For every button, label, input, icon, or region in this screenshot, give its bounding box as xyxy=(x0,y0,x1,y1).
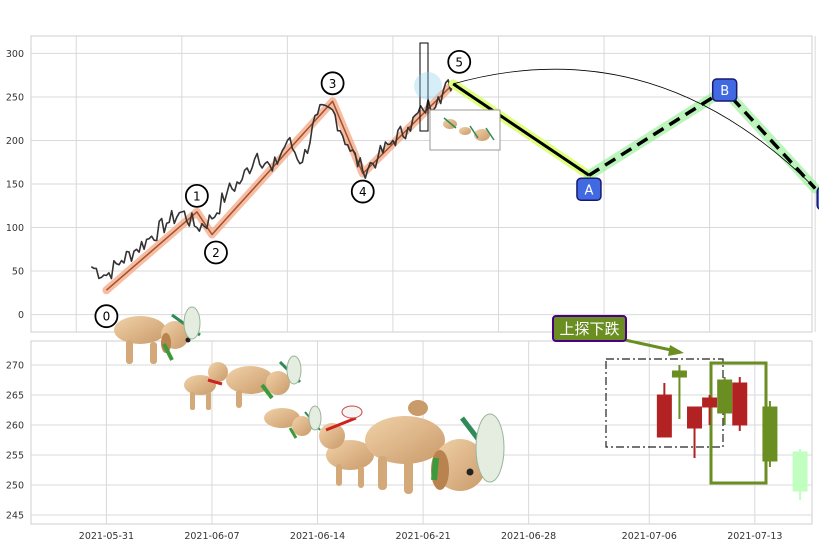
x-tick-label: 2021-06-28 xyxy=(501,531,556,542)
bottom-y-tick-label: 265 xyxy=(6,391,24,402)
bottom-panel-content: 上探下跌 xyxy=(114,306,808,500)
inset-thumbnail xyxy=(429,109,501,151)
top-y-tick-label: 150 xyxy=(6,180,24,191)
annotation-label: 上探下跌 xyxy=(552,315,627,342)
wave-point-label: 0 xyxy=(103,310,111,324)
top-y-tick-label: 100 xyxy=(6,223,24,234)
top-y-tick-label: 200 xyxy=(6,136,24,147)
wave-point-marker xyxy=(204,240,228,265)
bottom-panel-y-ticks: 245 250 255 260 265 270 xyxy=(6,361,24,522)
decorative-dog-illustrations xyxy=(114,306,505,494)
wave-point-label: 2 xyxy=(212,246,220,260)
vertical-bar-indicator xyxy=(419,42,429,132)
correction-line-5-a xyxy=(452,82,590,177)
candle-body xyxy=(702,397,718,408)
top-y-tick-label: 50 xyxy=(12,267,24,278)
candle-body xyxy=(717,379,733,414)
x-tick-label: 2021-06-07 xyxy=(184,531,239,542)
bottom-y-tick-label: 250 xyxy=(6,481,24,492)
x-tick-label: 2021-05-31 xyxy=(79,531,134,542)
x-tick-label: 2021-07-06 xyxy=(622,531,677,542)
candle-body xyxy=(687,406,703,429)
top-panel-y-ticks: 0 50 100 150 200 250 300 xyxy=(6,49,24,321)
wave-point-marker xyxy=(350,179,375,204)
annotation-arrow-head xyxy=(668,345,684,356)
wave-point-marker xyxy=(447,49,472,74)
dog-illustration xyxy=(184,362,228,410)
candle-body xyxy=(671,370,687,378)
correction-point-label: B xyxy=(720,84,729,99)
wave-point-marker xyxy=(94,304,119,329)
correction-point-marker xyxy=(576,177,602,202)
x-tick-label: 2021-06-21 xyxy=(395,531,450,542)
wave-markers: 0 1 2 3 4 5 xyxy=(94,49,472,329)
dog-illustration xyxy=(264,405,322,439)
wave-point-label: 5 xyxy=(455,55,463,69)
wave-point-label: 1 xyxy=(193,189,201,203)
x-axis-ticks: 2021-05-31 2021-06-07 2021-06-14 2021-06-21… xyxy=(79,531,783,542)
candle-body xyxy=(732,382,748,426)
bottom-y-tick-label: 245 xyxy=(6,511,24,522)
wave-point-label: 4 xyxy=(359,185,367,199)
price-series-line xyxy=(90,79,454,280)
top-y-tick-label: 0 xyxy=(18,310,24,321)
candle-body xyxy=(792,451,808,492)
dog-illustration xyxy=(319,405,374,488)
candle-body xyxy=(656,394,672,438)
bottom-y-tick-label: 270 xyxy=(6,361,24,372)
correction-markers: ABC xyxy=(576,78,819,210)
bottom-y-tick-label: 255 xyxy=(6,451,24,462)
candle-body xyxy=(762,406,778,462)
wave-point-marker xyxy=(184,183,209,208)
projection-arc xyxy=(453,68,816,189)
annotation-text: 上探下跌 xyxy=(559,320,619,338)
correction-point-marker xyxy=(711,78,738,102)
wave-point-label: 3 xyxy=(329,77,337,91)
bottom-y-tick-label: 260 xyxy=(6,421,24,432)
point-five-glow xyxy=(414,72,442,100)
dog-illustration xyxy=(226,355,302,408)
top-panel-grid xyxy=(31,36,816,332)
dog-illustration xyxy=(114,306,201,364)
top-y-tick-label: 300 xyxy=(6,49,24,60)
wave-point-marker xyxy=(320,71,345,96)
candlestick-series xyxy=(656,365,808,500)
x-tick-label: 2021-06-14 xyxy=(290,531,345,542)
dog-illustration xyxy=(365,400,505,494)
top-y-tick-label: 250 xyxy=(6,92,24,103)
correction-point-label: A xyxy=(585,183,594,198)
x-tick-label: 2021-07-13 xyxy=(727,531,782,542)
